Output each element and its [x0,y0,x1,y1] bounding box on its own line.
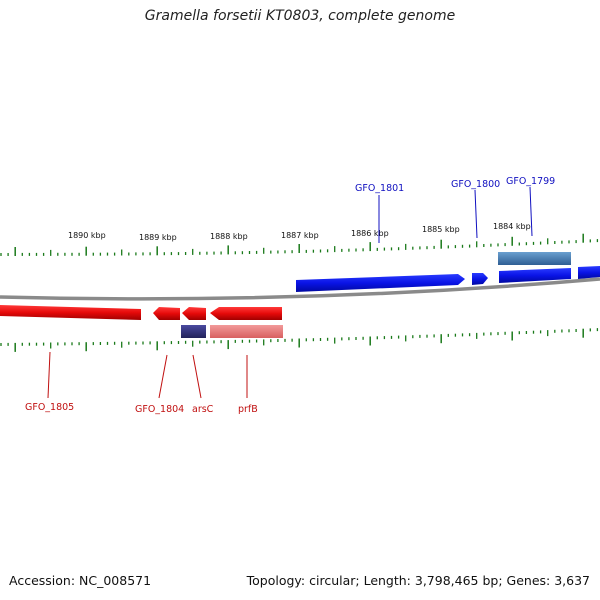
label-leader [158,354,168,399]
kbp-label: 1888 kbp [210,232,248,241]
gene-arrow-minus[interactable] [0,305,141,320]
gene-label-plus[interactable]: GFO_1800 [451,179,500,190]
rna-feature-minus[interactable] [181,325,206,338]
kbp-label: 1889 kbp [139,233,177,242]
gene-arrow-plus[interactable] [472,273,488,285]
tick-row-lower [0,328,599,352]
gene-label-minus[interactable]: arsC [192,404,214,415]
label-leader [192,354,202,399]
genome-summary: Topology: circular; Length: 3,798,465 bp… [246,573,590,588]
gene-arrow-minus[interactable] [210,307,282,320]
kbp-label: 1890 kbp [68,231,106,240]
gene-label-minus[interactable]: prfB [238,404,258,415]
kbp-label: 1886 kbp [351,229,389,238]
gene-arrow-plus[interactable] [499,268,571,283]
kbp-label: 1885 kbp [422,225,460,234]
kbp-label: 1884 kbp [493,222,531,231]
kbp-label: 1887 kbp [281,231,319,240]
rna-feature-plus[interactable] [498,252,571,265]
gene-label-plus[interactable]: GFO_1799 [506,176,555,187]
gene-arrow-minus[interactable] [182,307,206,320]
genome-title: Gramella forsetii KT0803, complete genom… [144,8,456,24]
gene-label-minus[interactable]: GFO_1804 [135,404,184,415]
gene-arrow-minus[interactable] [153,307,180,320]
gene-label-plus[interactable]: GFO_1801 [355,183,404,194]
kbp-labels: 1890 kbp 1889 kbp 1888 kbp 1887 kbp 1886… [68,222,531,242]
accession-text: Accession: NC_008571 [9,573,152,588]
label-leader [474,189,478,239]
label-leader [47,351,51,399]
label-leader [529,186,533,237]
tick-row-upper [0,233,599,256]
gene-arrow-plus[interactable] [578,266,600,279]
gene-arrow-plus[interactable] [296,274,465,292]
gene-label-minus[interactable]: GFO_1805 [25,402,74,413]
genome-backbone [0,277,600,301]
rna-feature-minus[interactable] [210,325,283,338]
